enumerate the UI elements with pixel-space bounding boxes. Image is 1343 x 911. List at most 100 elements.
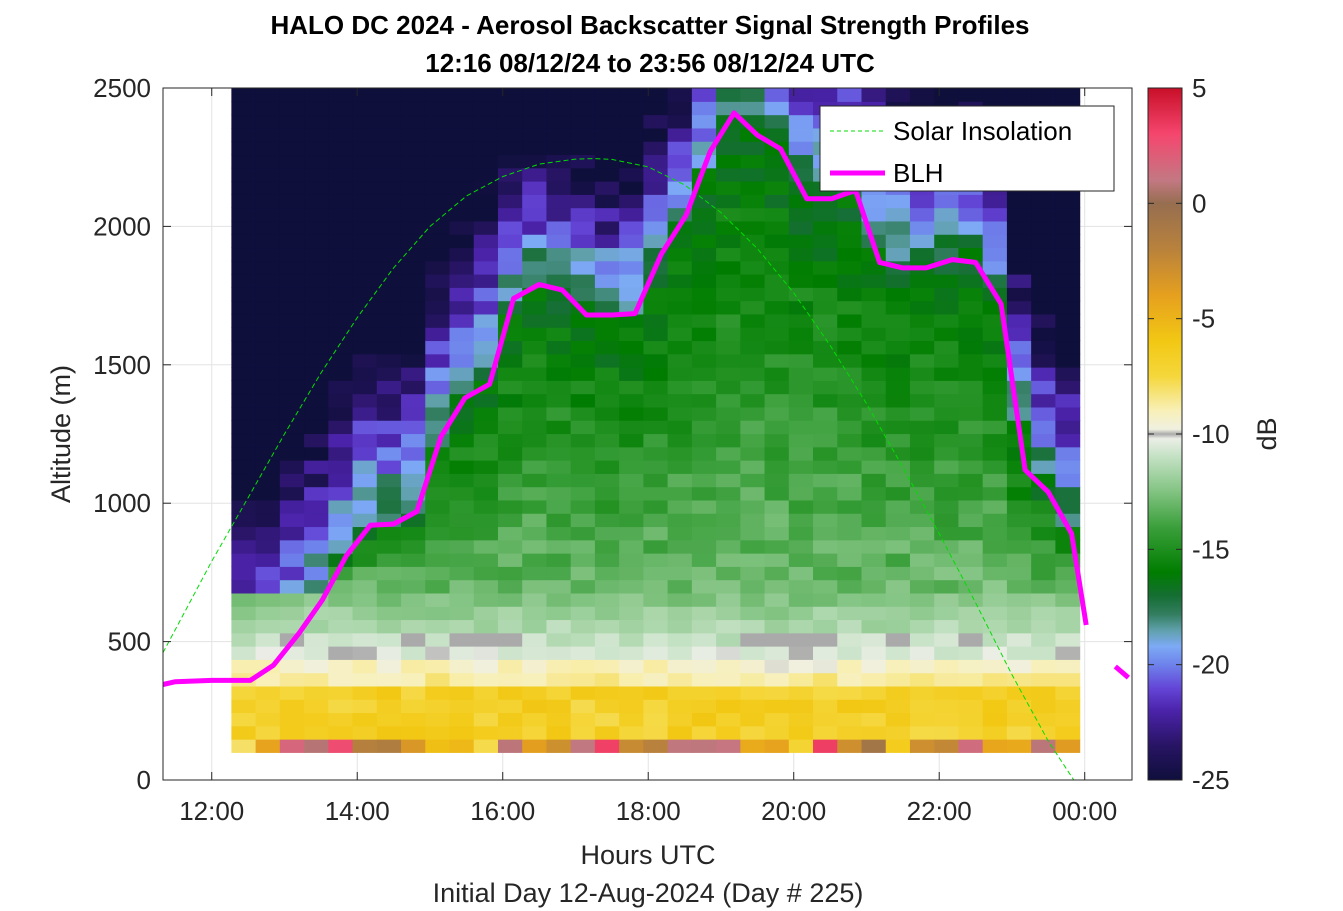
heatmap-cell — [328, 606, 354, 621]
heatmap-cell — [788, 513, 814, 528]
heatmap-cell — [1006, 553, 1032, 567]
heatmap-cell — [982, 353, 1008, 368]
heatmap-cell — [546, 685, 572, 700]
heatmap-cell — [958, 220, 984, 235]
heatmap-cell — [497, 592, 523, 607]
heatmap-cell — [328, 712, 354, 727]
heatmap-cell — [255, 486, 281, 501]
heatmap-cell — [304, 327, 329, 342]
heatmap-cell — [691, 220, 717, 235]
heatmap-cell — [861, 539, 887, 554]
heatmap-cell — [401, 380, 426, 395]
heatmap-cell — [691, 247, 717, 262]
heatmap-cell — [279, 380, 305, 395]
heatmap-cell — [667, 287, 693, 302]
heatmap-cell — [449, 539, 475, 554]
heatmap-cell — [425, 300, 451, 315]
heatmap-cell — [764, 712, 790, 727]
heatmap-cell — [667, 194, 693, 209]
heatmap-cell — [716, 380, 741, 395]
heatmap-cell — [643, 632, 669, 647]
heatmap-cell — [1031, 207, 1056, 222]
heatmap-cell — [643, 406, 669, 421]
heatmap-cell — [909, 274, 935, 288]
heatmap-cell — [837, 672, 863, 687]
heatmap-cell — [279, 220, 305, 235]
legend-label-solar: Solar Insolation — [893, 116, 1072, 146]
heatmap-cell — [352, 207, 378, 222]
heatmap-cell — [570, 526, 596, 541]
heatmap-cell — [788, 486, 814, 501]
heatmap-cell — [570, 141, 596, 156]
heatmap-cell — [716, 699, 741, 714]
y-tick-label: 1500 — [93, 350, 151, 380]
heatmap-cell — [764, 260, 790, 275]
heatmap-cell — [352, 406, 378, 421]
heatmap-cell — [231, 632, 257, 647]
heatmap-cell — [885, 672, 911, 687]
heatmap-cell — [958, 340, 984, 355]
heatmap-cell — [546, 646, 572, 660]
heatmap-cell — [546, 181, 572, 195]
heatmap-cell — [740, 353, 766, 368]
heatmap-cell — [231, 446, 257, 461]
heatmap-cell — [352, 486, 378, 501]
heatmap-cell — [813, 473, 838, 488]
heatmap-cell — [497, 685, 523, 700]
heatmap-cell — [1006, 207, 1032, 222]
heatmap-cell — [231, 367, 257, 381]
heatmap-cell — [328, 287, 354, 302]
heatmap-cell — [909, 207, 935, 222]
heatmap-cell — [570, 592, 596, 607]
heatmap-cell — [570, 513, 596, 528]
heatmap-cell — [425, 513, 451, 528]
heatmap-cell — [788, 592, 814, 607]
heatmap-cell — [279, 207, 305, 222]
heatmap-cell — [352, 420, 378, 435]
heatmap-cell — [788, 220, 814, 235]
heatmap-cell — [1031, 592, 1056, 607]
heatmap-cell — [813, 420, 838, 435]
heatmap-cell — [667, 181, 693, 195]
heatmap-cell — [885, 433, 911, 448]
heatmap-cell — [304, 247, 329, 262]
heatmap-cell — [473, 632, 499, 647]
heatmap-cell — [255, 287, 281, 302]
heatmap-cell — [497, 274, 523, 288]
heatmap-cell — [255, 606, 281, 621]
heatmap-cell — [667, 646, 693, 660]
heatmap-cell — [231, 579, 257, 594]
heatmap-cell — [667, 127, 693, 142]
heatmap-cell — [449, 194, 475, 209]
heatmap-cell — [982, 659, 1008, 674]
heatmap-cell — [279, 579, 305, 594]
heatmap-cell — [522, 380, 548, 395]
heatmap-cell — [813, 313, 838, 328]
heatmap-cell — [667, 526, 693, 541]
heatmap-cell — [594, 646, 620, 660]
heatmap-cell — [861, 553, 887, 567]
heatmap-cell — [473, 446, 499, 461]
heatmap-cell — [619, 274, 644, 288]
heatmap-cell — [716, 154, 741, 169]
heatmap-cell — [279, 460, 305, 474]
heatmap-cell — [425, 88, 451, 102]
heatmap-cell — [909, 420, 935, 435]
heatmap-cell — [716, 141, 741, 156]
heatmap-cell — [328, 300, 354, 315]
heatmap-cell — [279, 539, 305, 554]
heatmap-cell — [449, 646, 475, 660]
heatmap-cell — [328, 220, 354, 235]
heatmap-cell — [619, 699, 644, 714]
heatmap-cell — [691, 194, 717, 209]
heatmap-cell — [643, 327, 669, 342]
heatmap-cell — [1006, 606, 1032, 621]
heatmap-cell — [667, 539, 693, 554]
heatmap-cell — [1031, 699, 1056, 714]
heatmap-cell — [788, 101, 814, 116]
heatmap-cell — [643, 181, 669, 195]
heatmap-cell — [497, 486, 523, 501]
heatmap-cell — [425, 167, 451, 182]
heatmap-cell — [643, 606, 669, 621]
y-tick-label: 2500 — [93, 73, 151, 103]
